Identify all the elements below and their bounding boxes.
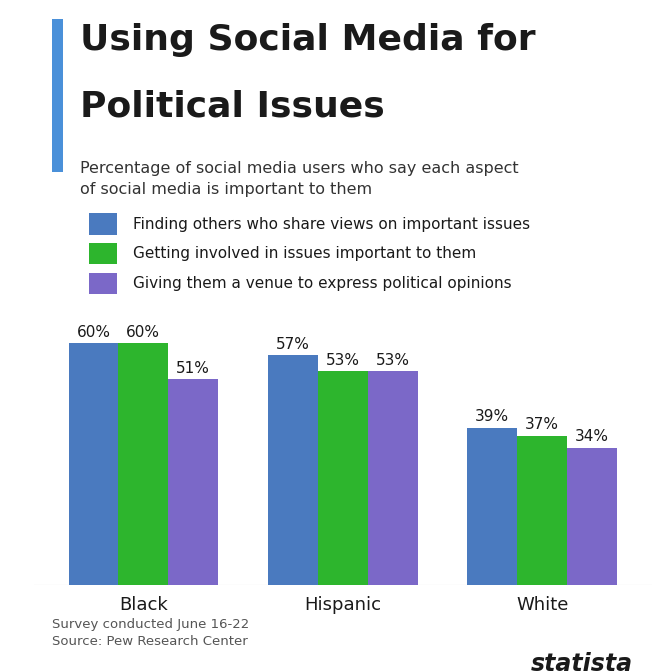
Text: Giving them a venue to express political opinions: Giving them a venue to express political… <box>132 276 511 291</box>
Text: Political Issues: Political Issues <box>80 89 384 124</box>
Text: statista: statista <box>531 653 633 672</box>
Text: 34%: 34% <box>575 429 609 444</box>
Bar <box>168 379 218 585</box>
Text: Finding others who share views on important issues: Finding others who share views on import… <box>132 217 530 232</box>
Bar <box>69 343 118 585</box>
Bar <box>467 427 517 585</box>
Text: 53%: 53% <box>326 353 360 368</box>
FancyBboxPatch shape <box>89 273 117 294</box>
FancyBboxPatch shape <box>52 19 63 173</box>
Bar <box>268 355 318 585</box>
Text: 39%: 39% <box>475 409 509 424</box>
Text: 37%: 37% <box>525 417 559 432</box>
Text: Using Social Media for: Using Social Media for <box>80 23 536 57</box>
Bar <box>118 343 168 585</box>
Text: Survey conducted June 16-22: Survey conducted June 16-22 <box>52 618 249 632</box>
Text: Getting involved in issues important to them: Getting involved in issues important to … <box>132 247 476 261</box>
FancyBboxPatch shape <box>89 243 117 264</box>
Text: 60%: 60% <box>126 325 161 340</box>
Text: 51%: 51% <box>176 361 210 376</box>
Text: Source: Pew Research Center: Source: Pew Research Center <box>52 636 248 648</box>
Bar <box>567 448 617 585</box>
Text: Percentage of social media users who say each aspect
of social media is importan: Percentage of social media users who say… <box>80 161 519 197</box>
Text: 60%: 60% <box>77 325 110 340</box>
Text: 57%: 57% <box>276 337 310 352</box>
FancyBboxPatch shape <box>89 213 117 235</box>
Bar <box>517 435 567 585</box>
Bar <box>318 371 368 585</box>
Text: 53%: 53% <box>376 353 409 368</box>
Bar <box>368 371 417 585</box>
